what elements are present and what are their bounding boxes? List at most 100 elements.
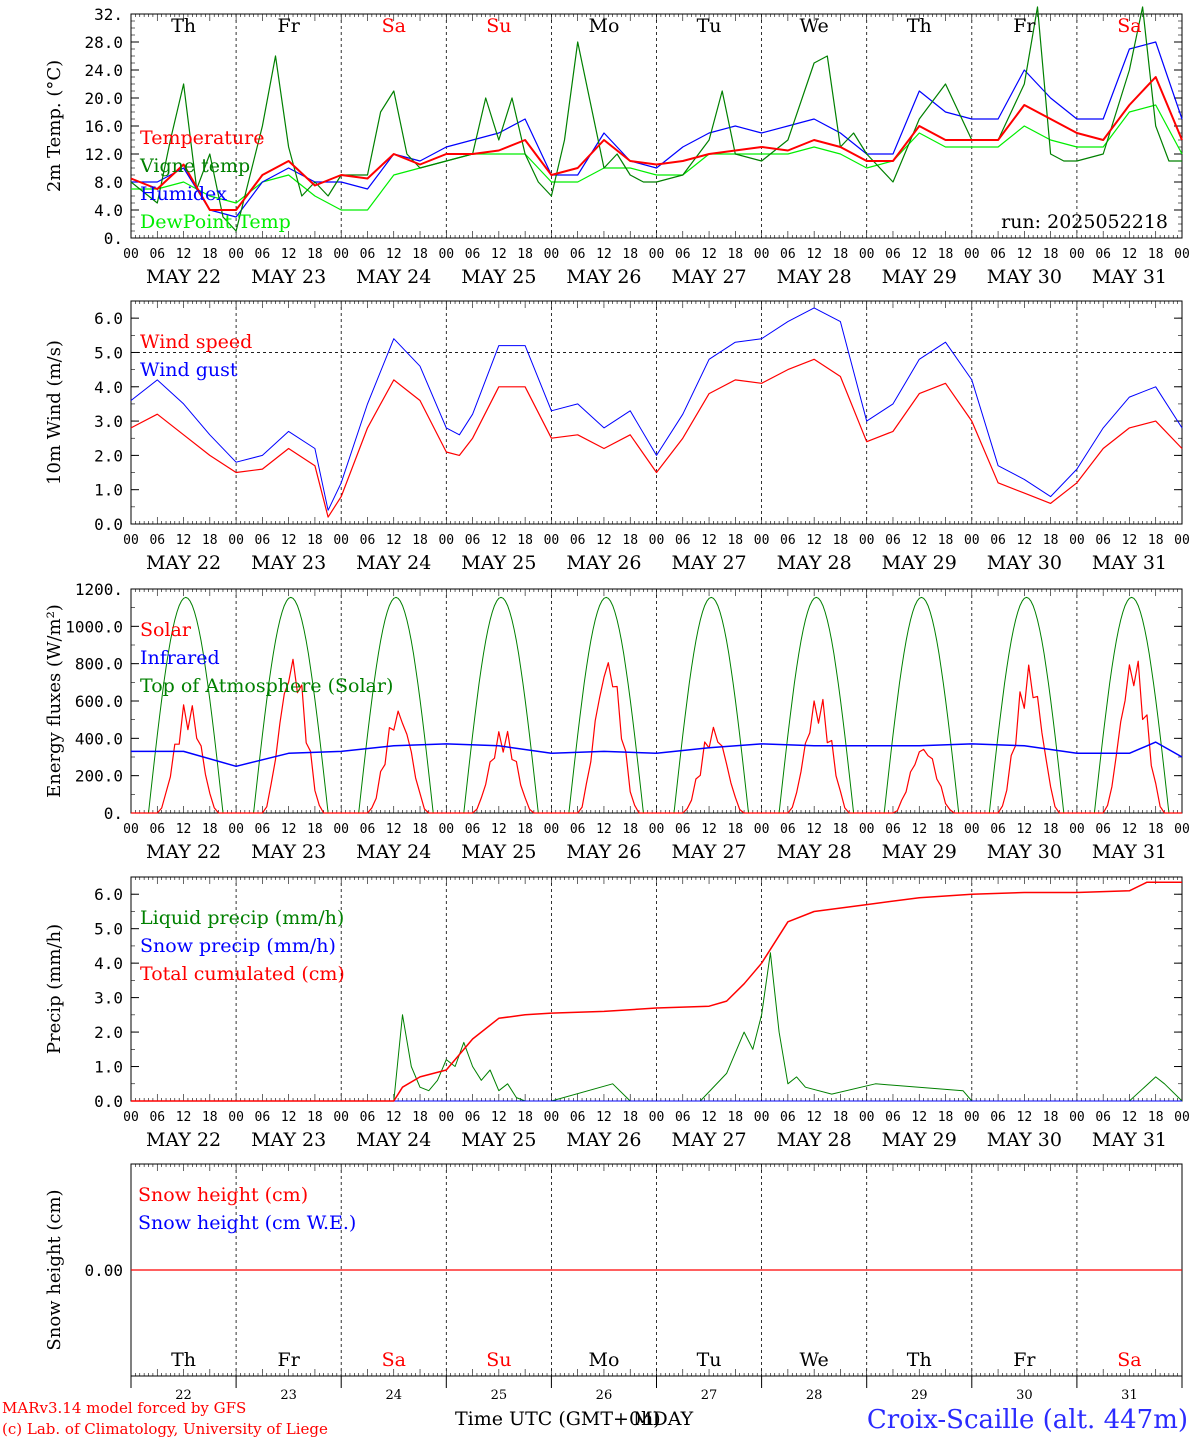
date-label: MAY 22: [146, 1129, 221, 1151]
series-wind-gust: [130, 307, 1183, 511]
date-label: MAY 31: [1092, 841, 1167, 863]
hour-tick-label: 12: [596, 822, 612, 837]
hour-tick-label: 06: [885, 247, 901, 262]
y-tick-label: 1000.0: [65, 617, 123, 636]
day-number-label: 28: [806, 1388, 823, 1403]
date-label: MAY 24: [356, 841, 431, 863]
day-number-label: 25: [491, 1388, 508, 1403]
hour-tick-label: 00: [1069, 1110, 1085, 1125]
hour-tick-label: 06: [990, 533, 1006, 548]
hour-tick-label: 18: [412, 822, 428, 837]
day-abbr-label: Su: [486, 15, 511, 37]
date-label: MAY 26: [566, 1129, 641, 1151]
day-number-label: 22: [175, 1388, 192, 1403]
y-tick-label: 600.0: [75, 692, 123, 711]
hour-tick-label: 06: [465, 247, 481, 262]
hour-tick-label: 12: [596, 247, 612, 262]
hour-tick-label: 00: [123, 247, 139, 262]
date-label: MAY 28: [777, 1129, 852, 1151]
hour-tick-label: 12: [491, 1110, 507, 1125]
hour-tick-label: 00: [964, 1110, 980, 1125]
hour-tick-label: 06: [675, 822, 691, 837]
run-annotation: run: 2025052218: [1001, 211, 1168, 233]
date-label: MAY 29: [882, 1129, 957, 1151]
hour-tick-label: 00: [754, 533, 770, 548]
hour-tick-label: 00: [964, 822, 980, 837]
series-toa-solar: [236, 596, 342, 814]
date-label: MAY 26: [566, 266, 641, 288]
hour-tick-label: 00: [754, 822, 770, 837]
day-abbr-label: Sa: [382, 15, 406, 37]
hour-tick-label: 18: [833, 247, 849, 262]
hour-tick-label: 06: [675, 1110, 691, 1125]
date-label: MAY 27: [671, 1129, 746, 1151]
y-axis-label: 10m Wind (m/s): [44, 340, 65, 485]
hour-tick-label: 18: [727, 1110, 743, 1125]
day-number-label: 24: [385, 1388, 402, 1403]
legend-entry: Snow height (cm): [138, 1184, 308, 1206]
legend-entry: Liquid precip (mm/h): [140, 907, 344, 929]
day-abbr-label: Fr: [278, 15, 301, 37]
y-tick-label: 28.0: [84, 33, 123, 52]
hour-tick-label: 06: [885, 1110, 901, 1125]
hour-tick-label: 06: [255, 247, 271, 262]
hour-tick-label: 00: [859, 533, 875, 548]
hour-tick-label: 12: [911, 247, 927, 262]
hour-tick-label: 00: [1069, 247, 1085, 262]
hour-tick-label: 00: [1069, 822, 1085, 837]
hour-tick-label: 06: [149, 533, 165, 548]
legend-entry: Snow height (cm W.E.): [138, 1212, 356, 1234]
hour-tick-label: 06: [885, 822, 901, 837]
hour-tick-label: 18: [412, 247, 428, 262]
y-tick-label: 0.0: [94, 515, 123, 534]
panel-frame: [130, 588, 1183, 814]
y-tick-label: 0.: [104, 229, 123, 248]
hour-tick-label: 18: [307, 1110, 323, 1125]
hour-tick-label: 18: [938, 1110, 954, 1125]
hour-tick-label: 12: [596, 1110, 612, 1125]
hour-tick-label: 00: [1174, 822, 1190, 837]
hour-tick-label: 00: [333, 247, 349, 262]
date-label: MAY 30: [987, 552, 1062, 574]
hour-tick-label: 18: [1148, 1110, 1164, 1125]
hour-tick-label: 00: [1069, 533, 1085, 548]
hour-tick-label: 00: [1174, 1110, 1190, 1125]
date-label: MAY 26: [566, 552, 641, 574]
day-abbr-label: Fr: [1013, 1349, 1036, 1371]
y-tick-label: 16.0: [84, 117, 123, 136]
date-label: MAY 25: [461, 841, 536, 863]
y-tick-label: 1.0: [94, 1058, 123, 1077]
hour-tick-label: 06: [675, 533, 691, 548]
day-abbr-label: Fr: [278, 1349, 301, 1371]
hour-tick-label: 18: [1043, 247, 1059, 262]
hour-tick-label: 12: [281, 1110, 297, 1125]
y-axis-label: Precip (mm/h): [44, 924, 65, 1054]
date-label: MAY 27: [671, 841, 746, 863]
hour-tick-label: 12: [386, 1110, 402, 1125]
date-label: MAY 31: [1092, 1129, 1167, 1151]
y-tick-label: 4.0: [94, 201, 123, 220]
hour-tick-label: 00: [544, 822, 560, 837]
hour-tick-label: 00: [859, 822, 875, 837]
hour-tick-label: 00: [333, 822, 349, 837]
y-tick-label: 5.0: [94, 920, 123, 939]
day-abbr-label: Th: [907, 15, 932, 37]
hour-tick-label: 06: [1095, 1110, 1111, 1125]
hour-tick-label: 06: [570, 533, 586, 548]
date-label: MAY 28: [777, 841, 852, 863]
hour-tick-label: 18: [202, 822, 218, 837]
hour-tick-label: 00: [333, 533, 349, 548]
hour-tick-label: 06: [1095, 822, 1111, 837]
series-toa-solar: [656, 596, 762, 814]
series-toa-solar: [866, 596, 972, 814]
hour-tick-label: 12: [806, 822, 822, 837]
hour-tick-label: 12: [386, 533, 402, 548]
hour-tick-label: 12: [701, 533, 717, 548]
date-label: MAY 23: [251, 841, 326, 863]
legend-entry: Wind gust: [140, 359, 238, 381]
legend-entry: Wind speed: [140, 331, 252, 353]
hour-tick-label: 00: [228, 822, 244, 837]
hour-tick-label: 00: [649, 1110, 665, 1125]
date-label: MAY 30: [987, 1129, 1062, 1151]
